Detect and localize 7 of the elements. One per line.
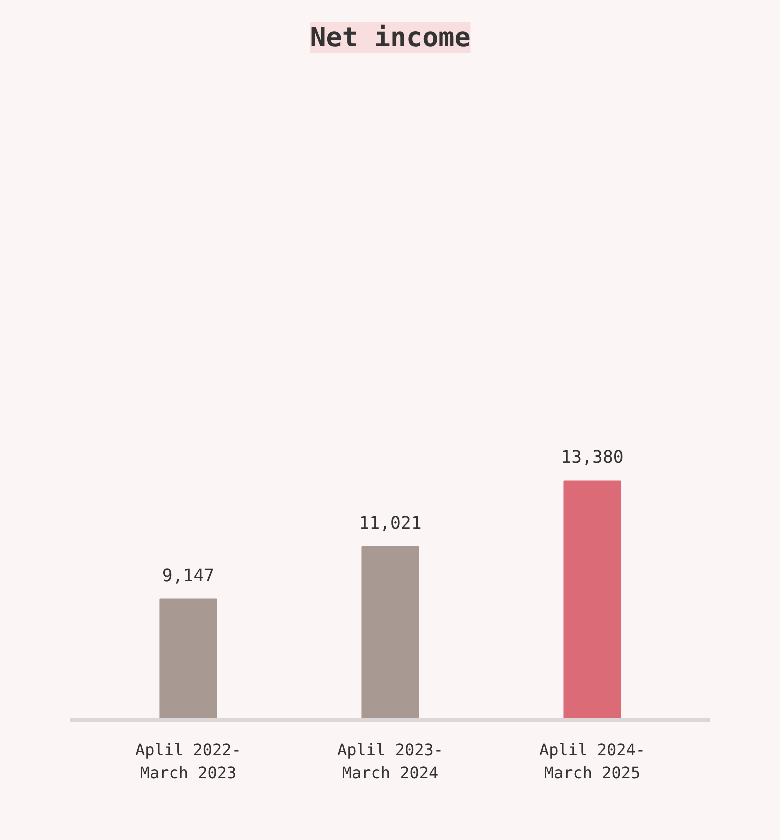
data-label: 11,021 [359,514,422,534]
x-tick-label: Aplil 2024- March 2025 [540,740,646,782]
x-tick-label: Aplil 2022- March 2023 [136,740,242,782]
data-label: 9,147 [162,566,215,586]
chart-title: Net income [310,22,471,54]
x-tick-label: Aplil 2023- March 2024 [338,740,444,782]
data-label: 13,380 [561,448,624,468]
